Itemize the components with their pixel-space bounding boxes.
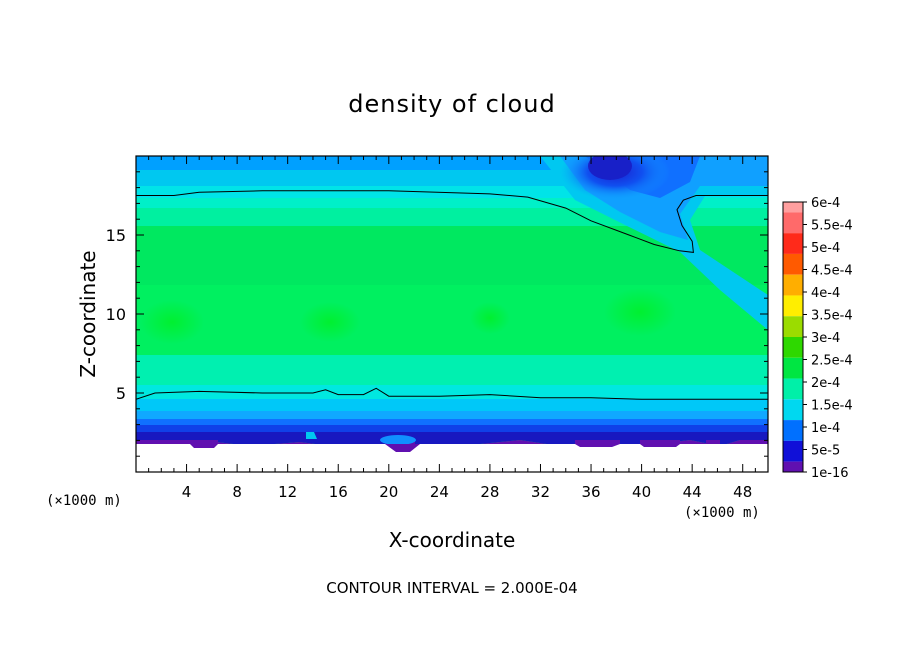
colorbar-swatch [783,337,803,358]
contour-lines [136,190,768,400]
x-tick-label: 32 [531,483,550,501]
x-tick-label: 8 [232,483,242,501]
x-tick-label: 24 [430,483,449,501]
y-axis: 5 10 15 [106,171,768,457]
colorbar-swatch [783,202,803,213]
x-axis: 4 8 12 16 20 24 28 32 36 40 44 48 [148,156,756,501]
colorbar-swatch [783,461,803,472]
colorbar-label: 5.5e-4 [811,219,853,234]
colorbar-label: 4e-4 [811,286,840,301]
colorbar-label: 1e-16 [811,466,849,481]
x-unit-label-left: (×1000 m) [46,493,122,509]
y-tick-label: 15 [106,226,126,245]
colorbar-swatch [783,316,803,337]
x-axis-label: X-coordinate [389,528,516,552]
colorbar-label: 2.5e-4 [811,354,853,369]
x-unit-label-right: (×1000 m) [684,505,760,521]
colorbar-swatch [783,274,803,296]
colorbar-swatch [783,420,803,441]
y-tick-label: 5 [116,384,126,403]
colorbar-label: 1.5e-4 [811,399,853,414]
colorbar-label: 5e-5 [811,444,840,459]
colorbar-label: 5e-4 [811,241,840,256]
contour-interval-note: CONTOUR INTERVAL = 2.000E-04 [326,579,577,597]
colorbar-swatch [783,295,803,317]
terrain-mask [136,444,768,472]
colorbar-label: 6e-4 [811,196,840,211]
colorbar-swatch [783,440,803,462]
contour-line-2 [136,190,768,253]
colorbar-swatch [783,378,803,400]
colorbar-swatch [783,253,803,275]
colorbar-label: 1e-4 [811,421,840,436]
x-tick-label: 12 [278,483,297,501]
x-tick-label: 28 [480,483,499,501]
x-tick-label: 36 [581,483,600,501]
heatmap-field [136,156,768,472]
colorbar-label: 3.5e-4 [811,309,853,324]
colorbar-label: 4.5e-4 [811,264,853,279]
y-tick-label: 10 [106,305,126,324]
colorbar-label: 3e-4 [811,331,840,346]
colorbar-swatch [783,212,803,234]
x-tick-label: 40 [632,483,651,501]
colorbar-swatch [783,357,803,379]
x-tick-label: 16 [329,483,348,501]
x-tick-label: 4 [182,483,192,501]
x-tick-label: 20 [379,483,398,501]
colorbar-swatch [783,233,803,254]
y-axis-label: Z-coordinate [76,250,100,377]
x-tick-label: 44 [683,483,702,501]
chart-title: density of cloud [348,90,555,118]
colorbar-label: 2e-4 [811,376,840,391]
contour-line-1 [136,387,768,400]
colorbar: 6e-4 5.5e-4 5e-4 4.5e-4 4e-4 3.5e-4 3e-4 2.5e-4… [782,196,853,481]
x-tick-label: 48 [733,483,752,501]
colorbar-swatch [783,399,803,421]
